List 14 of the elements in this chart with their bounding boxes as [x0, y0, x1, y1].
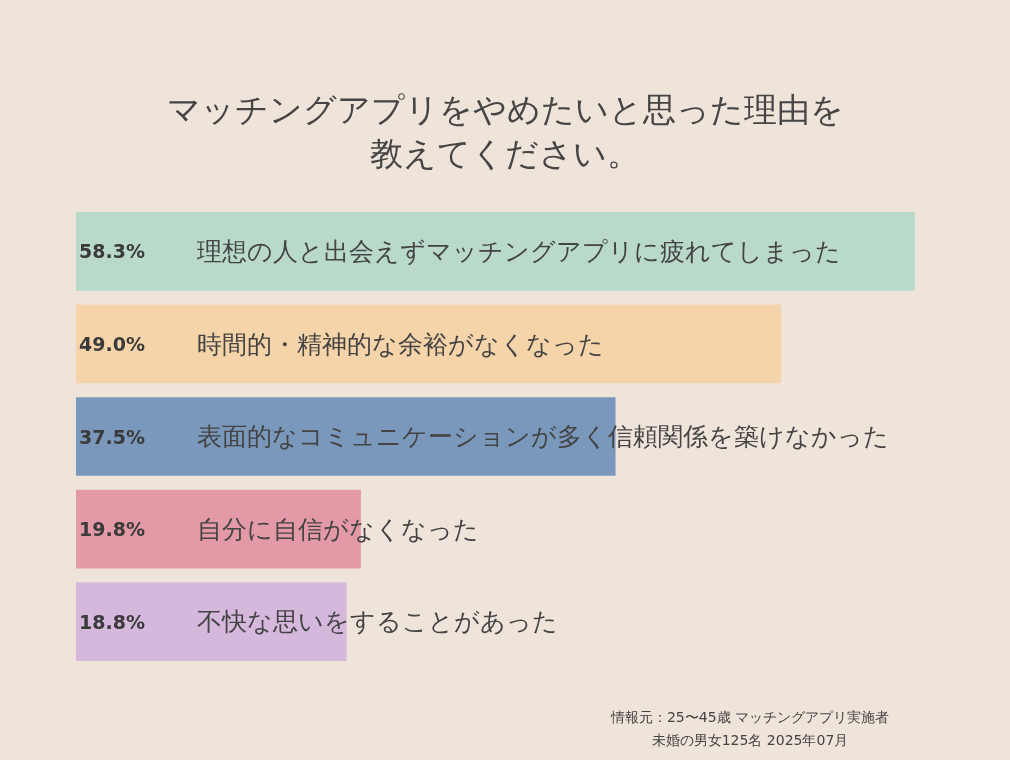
text: 情報元：25〜45歳 マッチングアプリ実施者	[609, 708, 891, 727]
y-tick-label: 不快な思いをすることがあった	[197, 607, 558, 637]
data-label: 19.8%	[79, 518, 145, 541]
y-tick-label: 自分に自信がなくなった	[197, 514, 479, 544]
data-label: 58.3%	[79, 240, 145, 263]
data-label: 18.8%	[79, 610, 145, 633]
y-tick-label: 理想の人と出会えずマッチングアプリに疲れてしまった	[197, 237, 841, 267]
data-label: 37.5%	[79, 425, 145, 448]
chart-title: マッチングアプリをやめたいと思った理由を教えてください。	[165, 89, 845, 175]
bar	[76, 211, 915, 291]
y-tick-label: 時間的・精神的な余裕がなくなった	[197, 329, 604, 359]
text: 未婚の男女125名 2025年07月	[650, 731, 850, 750]
bar	[76, 304, 782, 384]
data-label: 49.0%	[79, 332, 145, 355]
